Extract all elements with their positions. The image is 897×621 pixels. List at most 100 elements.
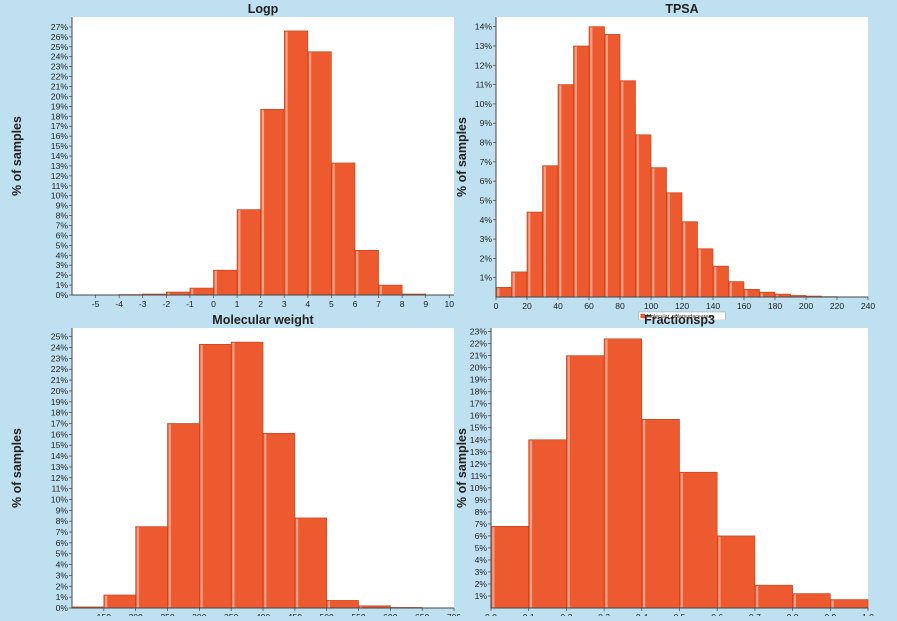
y-tick-label: 15% <box>51 141 69 151</box>
histogram-bar <box>527 212 543 297</box>
x-tick-label: 180 <box>768 301 783 311</box>
x-tick-label: 200 <box>128 612 143 616</box>
histogram-bar <box>512 272 528 297</box>
y-tick-label: 8% <box>480 138 493 148</box>
y-tick-label: 14% <box>51 151 69 161</box>
histogram-bar <box>379 285 403 295</box>
y-tick-label: 15% <box>470 423 488 433</box>
histogram-bar <box>104 595 136 608</box>
x-tick-label: -3 <box>139 299 147 307</box>
x-tick-label: 550 <box>351 612 366 616</box>
x-tick-label: 0,2 <box>560 612 572 616</box>
y-axis-label: % of samples <box>455 428 469 508</box>
histogram-bar <box>680 472 718 608</box>
chart-title: TPSA <box>665 2 698 16</box>
y-tick-label: 16% <box>470 411 488 421</box>
histogram-bar <box>327 600 359 608</box>
y-tick-label: 9% <box>56 201 69 211</box>
histogram-bar <box>566 356 604 608</box>
y-tick-label: 13% <box>470 447 488 457</box>
y-tick-label: 4% <box>475 555 488 565</box>
y-tick-label: 3% <box>480 234 493 244</box>
histogram-bar <box>620 81 636 297</box>
y-tick-label: 9% <box>480 118 493 128</box>
x-tick-label: 600 <box>383 612 398 616</box>
x-tick-label: 650 <box>415 612 430 616</box>
histogram-bar <box>231 342 263 608</box>
y-tick-label: 20% <box>470 363 488 373</box>
histogram-bar <box>717 536 755 608</box>
y-tick-label: 11% <box>51 484 68 494</box>
histogram-bar <box>755 585 793 608</box>
y-tick-label: 17% <box>51 121 69 131</box>
y-tick-label: 21% <box>51 375 69 385</box>
y-tick-label: 4% <box>56 250 69 260</box>
y-tick-label: 22% <box>51 364 69 374</box>
x-tick-label: 4 <box>305 299 310 307</box>
histogram-bar <box>190 288 214 295</box>
y-tick-label: 13% <box>475 41 493 51</box>
x-tick-label: 0,1 <box>523 612 535 616</box>
x-tick-label: 0,4 <box>636 612 648 616</box>
y-tick-label: 23% <box>51 62 69 72</box>
x-tick-label: 20 <box>522 301 532 311</box>
histogram-bar <box>760 292 776 297</box>
y-tick-label: 2% <box>475 579 488 589</box>
y-tick-label: 25% <box>51 42 69 52</box>
x-tick-label: 6 <box>353 299 358 307</box>
chart-title: Fractionsp3 <box>644 314 715 327</box>
y-tick-label: 13% <box>51 161 69 171</box>
y-axis-label: % of samples <box>10 428 24 508</box>
y-tick-label: 9% <box>56 505 69 515</box>
x-tick-label: 60 <box>584 301 594 311</box>
x-tick-label: 0,3 <box>598 612 610 616</box>
y-tick-label: 1% <box>56 592 69 602</box>
y-tick-label: 19% <box>51 101 69 111</box>
y-tick-label: 24% <box>51 343 69 353</box>
x-tick-label: -2 <box>162 299 170 307</box>
histogram-bar <box>698 249 714 297</box>
x-tick-label: 0 <box>211 299 216 307</box>
histogram-bar <box>713 266 729 297</box>
y-tick-label: 21% <box>470 351 488 361</box>
y-tick-label: 15% <box>51 440 69 450</box>
y-tick-label: 12% <box>475 60 493 70</box>
y-tick-label: 1% <box>480 273 493 283</box>
y-tick-label: 11% <box>470 471 487 481</box>
y-tick-label: 13% <box>51 462 69 472</box>
x-tick-label: 0,7 <box>749 612 761 616</box>
tpsa-chart: TPSA% of samples1%2%3%4%5%6%7%8%9%10%11%… <box>452 0 897 320</box>
y-tick-label: 5% <box>475 543 488 553</box>
histogram-bar <box>295 518 327 608</box>
histogram-bar <box>284 31 308 295</box>
y-tick-label: 1% <box>475 591 488 601</box>
y-tick-label: 8% <box>475 507 488 517</box>
y-tick-label: 16% <box>51 429 69 439</box>
y-tick-label: 14% <box>470 435 488 445</box>
y-tick-label: 4% <box>480 215 493 225</box>
x-tick-label: 80 <box>615 301 625 311</box>
y-tick-label: 17% <box>470 399 488 409</box>
y-tick-label: 20% <box>51 386 69 396</box>
histogram-bar <box>636 135 652 297</box>
y-tick-label: 19% <box>470 375 488 385</box>
histogram-bar <box>263 433 295 608</box>
y-tick-label: 3% <box>475 567 488 577</box>
histogram-bar <box>830 600 868 608</box>
y-tick-label: 17% <box>51 419 69 429</box>
x-tick-label: 350 <box>224 612 239 616</box>
y-tick-label: 14% <box>51 451 69 461</box>
y-tick-label: 12% <box>51 171 69 181</box>
x-tick-label: 3 <box>282 299 287 307</box>
histogram-bar <box>605 34 621 297</box>
fractionsp3-chart: Fractionsp3% of samples1%2%3%4%5%6%7%8%9… <box>452 314 897 616</box>
y-tick-label: 7% <box>475 519 488 529</box>
histogram-bar <box>682 222 698 297</box>
y-tick-label: 12% <box>51 473 69 483</box>
y-tick-label: 10% <box>51 494 69 504</box>
y-tick-label: 0% <box>56 603 69 613</box>
y-tick-label: 5% <box>480 195 493 205</box>
x-tick-label: 9 <box>423 299 428 307</box>
